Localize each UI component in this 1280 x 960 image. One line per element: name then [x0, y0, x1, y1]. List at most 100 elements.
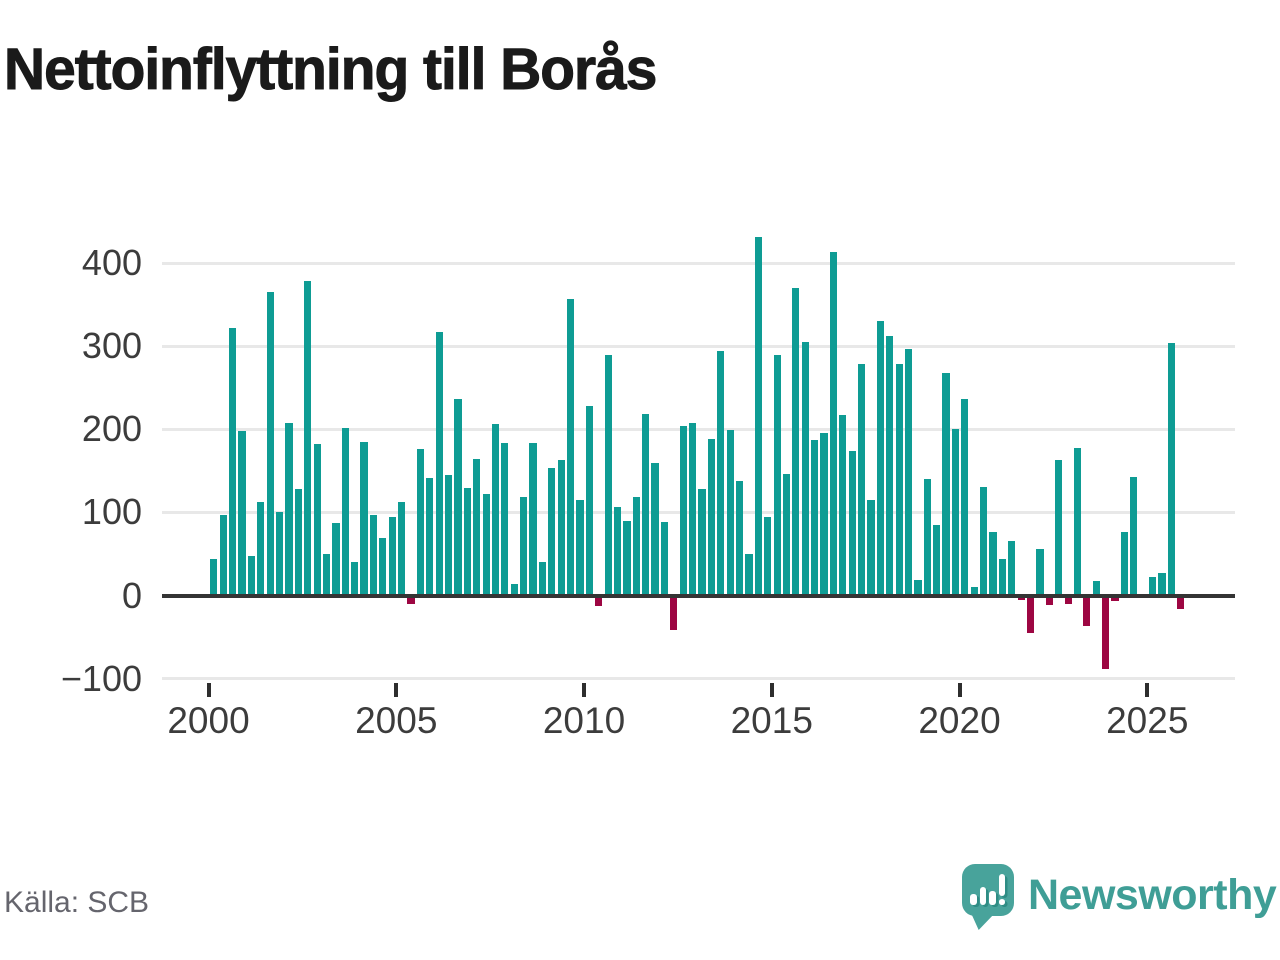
- y-tick-label-400: 400: [81, 242, 142, 284]
- x-tick-label-2025: 2025: [1106, 700, 1189, 741]
- x-tick-label-2015: 2015: [730, 700, 813, 741]
- bar-2015-q1: [773, 355, 781, 596]
- x-tick-2000: [206, 683, 211, 697]
- gridline-200: [162, 427, 1235, 431]
- x-tick-label-2020: 2020: [918, 700, 1001, 741]
- bar-2018-q4: [914, 579, 922, 596]
- x-tick-2025: [1145, 683, 1150, 697]
- bar-2019-q4: [951, 429, 960, 596]
- y-tick-label--100: −100: [60, 657, 142, 699]
- bar-2023-q1: [1073, 448, 1082, 596]
- bar-2021-q1: [998, 558, 1006, 596]
- bar-2018-q3: [904, 348, 913, 596]
- bar-2005-q3: [416, 449, 424, 596]
- bar-2000-q2: [219, 514, 227, 596]
- logo-exclamation-icon: [998, 874, 1005, 896]
- x-tick-2010: [582, 683, 586, 697]
- bar-2002-q1: [285, 423, 293, 596]
- bar-2022-q1: [1036, 548, 1044, 596]
- bar-2023-q3: [1092, 581, 1100, 596]
- logo-chart-bar-icon: [970, 894, 977, 905]
- bar-2008-q1: [510, 583, 518, 596]
- logo-chart-bar-icon: [989, 891, 996, 905]
- bar-2012-q2: [670, 595, 678, 631]
- bar-2010-q3: [604, 355, 612, 596]
- bar-2010-q2: [595, 595, 603, 607]
- bar-2004-q3: [379, 538, 387, 596]
- y-tick-label-200: 200: [81, 408, 142, 450]
- bar-2020-q2: [970, 587, 978, 596]
- bar-2001-q4: [276, 511, 284, 596]
- bar-2022-q4: [1064, 595, 1072, 604]
- bar-2005-q2: [407, 595, 415, 604]
- bar-2001-q2: [257, 501, 265, 596]
- bar-2012-q3: [679, 425, 687, 596]
- bar-2017-q4: [876, 321, 884, 596]
- bar-2006-q4: [463, 488, 471, 596]
- bar-2013-q4: [726, 430, 734, 596]
- bar-2014-q2: [745, 553, 753, 596]
- bar-2024-q2: [1120, 532, 1129, 596]
- x-tick-2020: [957, 683, 962, 697]
- bar-2014-q3: [754, 236, 762, 596]
- bar-2011-q2: [632, 497, 640, 596]
- bar-2021-q2: [1008, 541, 1016, 596]
- bar-2006-q2: [444, 475, 453, 596]
- logo-chart-bar-icon: [979, 887, 986, 905]
- logo-exclamation-dot-icon: [998, 899, 1005, 905]
- bar-2015-q4: [801, 342, 809, 596]
- gridline-300: [162, 344, 1235, 348]
- bar-2009-q1: [548, 468, 556, 596]
- bar-2023-q2: [1083, 595, 1091, 627]
- zero-axis-line: [162, 593, 1235, 598]
- bar-2014-q1: [735, 480, 744, 596]
- bar-2020-q1: [961, 399, 969, 596]
- logo-bubble-tail: [971, 913, 995, 930]
- newsworthy-logo-icon: [962, 864, 1014, 930]
- bar-2009-q3: [567, 298, 575, 596]
- bar-2016-q2: [820, 432, 828, 596]
- bar-2008-q3: [529, 442, 537, 596]
- bar-2002-q4: [313, 444, 321, 596]
- bar-2018-q2: [895, 364, 903, 596]
- bar-2013-q2: [707, 439, 715, 596]
- x-tick-label-2000: 2000: [167, 700, 250, 741]
- bar-2000-q3: [229, 327, 237, 596]
- x-tick-label-2010: 2010: [542, 700, 626, 741]
- bar-2019-q2: [933, 524, 941, 596]
- bar-2004-q2: [369, 514, 378, 596]
- source-label: Källa: SCB: [4, 886, 150, 919]
- bar-2016-q3: [829, 252, 838, 596]
- bar-2013-q3: [717, 351, 725, 596]
- bar-2011-q1: [623, 520, 631, 596]
- bar-2013-q1: [698, 489, 706, 596]
- bar-2010-q1: [585, 406, 593, 596]
- bar-2008-q4: [538, 562, 547, 596]
- bar-2023-q4: [1102, 595, 1110, 669]
- x-tick-2015: [769, 683, 774, 697]
- bar-2015-q3: [792, 288, 800, 596]
- bar-2005-q1: [398, 502, 406, 596]
- bar-2007-q1: [473, 459, 481, 596]
- bar-2011-q3: [642, 413, 650, 596]
- newsworthy-logo: Newsworthy: [962, 862, 1277, 932]
- bar-2003-q2: [332, 523, 340, 596]
- bar-2025-q2: [1158, 573, 1166, 596]
- bar-2016-q1: [811, 440, 819, 596]
- newsworthy-wordmark: Newsworthy: [1028, 871, 1277, 919]
- bar-2010-q4: [613, 507, 622, 596]
- bar-2014-q4: [764, 516, 772, 596]
- bar-2002-q2: [294, 489, 302, 596]
- bar-2019-q1: [923, 479, 931, 596]
- gridline-400: [162, 261, 1235, 265]
- bar-2001-q1: [247, 555, 256, 596]
- bar-2024-q1: [1111, 595, 1119, 602]
- y-tick-label-300: 300: [81, 325, 142, 367]
- bar-2024-q3: [1130, 476, 1138, 596]
- bar-2001-q3: [266, 292, 274, 596]
- bar-2006-q1: [435, 332, 443, 596]
- bar-2020-q3: [980, 487, 988, 596]
- bar-2000-q1: [210, 558, 218, 596]
- bar-2022-q2: [1045, 595, 1053, 606]
